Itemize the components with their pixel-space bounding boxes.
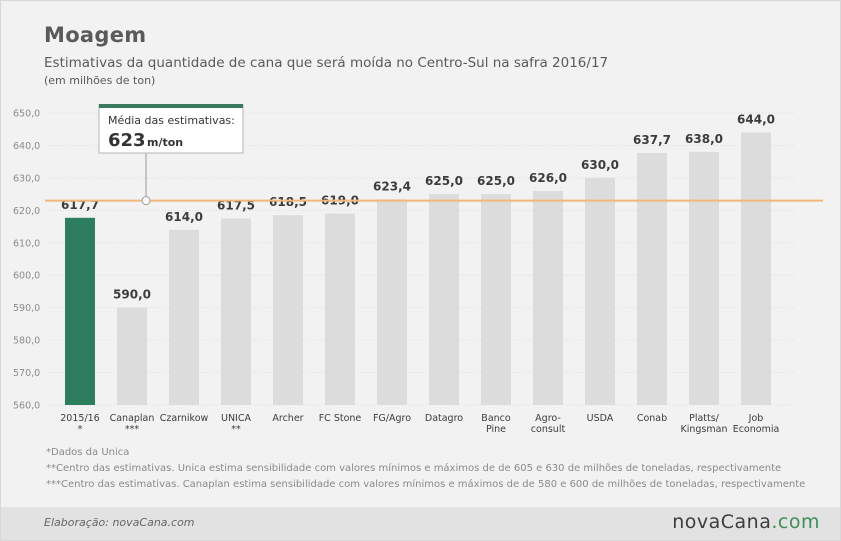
data-label: 625,0 <box>425 174 463 188</box>
y-tick-label: 600,0 <box>13 271 40 282</box>
x-tick-label: FC Stone <box>319 413 362 424</box>
x-tick-label: Banco <box>481 413 511 424</box>
x-tick-label: Platts/ <box>689 413 720 424</box>
y-tick-label: 580,0 <box>13 336 40 347</box>
bar <box>65 217 95 405</box>
x-tick-label: Pine <box>486 424 506 435</box>
y-tick-label: 630,0 <box>13 173 40 184</box>
x-tick-label: UNICA <box>221 413 251 424</box>
x-tick-label: Agro- <box>535 413 561 424</box>
callout-box <box>98 104 244 154</box>
footnote-1: *Dados da Unica <box>46 447 130 458</box>
brand-name: novaCana <box>672 511 772 533</box>
brand-suffix: .com <box>771 511 820 533</box>
x-tick-label: ** <box>231 424 241 435</box>
bar <box>429 194 459 405</box>
bar-chart: 560,0 570,0 580,0 590,0 600,0 610,0 620,0 630,0… <box>13 104 823 435</box>
data-label: 637,7 <box>633 133 671 147</box>
x-tick-label: *** <box>125 424 140 435</box>
x-tick-label: Economia <box>733 424 780 435</box>
bar <box>117 307 147 405</box>
x-tick-label: Job <box>748 413 764 424</box>
callout-unit: m/ton <box>147 136 183 149</box>
footer-bar: Elaboração: novaCana.com novaCana.com <box>1 507 840 540</box>
callout-value: 623 <box>108 130 146 151</box>
chart-subtitle: Estimativas da quantidade de cana que se… <box>44 55 609 71</box>
bar <box>585 177 615 405</box>
footnotes: *Dados da Unica **Centro das estimativas… <box>46 445 805 493</box>
x-tick-label: consult <box>531 424 566 435</box>
y-tick-label: 590,0 <box>13 303 40 314</box>
y-tick-label: 640,0 <box>13 141 40 152</box>
y-tick-label: 620,0 <box>13 206 40 217</box>
bar <box>637 152 667 405</box>
data-label: 617,5 <box>217 198 255 212</box>
x-tick-label: Canaplan <box>110 413 155 424</box>
callout-accent <box>99 104 243 108</box>
x-tick-label: Kingsman <box>681 424 728 435</box>
y-tick-label: 570,0 <box>13 368 40 379</box>
bar <box>481 194 511 405</box>
footnote-3: ***Centro das estimativas. Canaplan esti… <box>46 479 806 490</box>
y-tick-label: 650,0 <box>13 109 40 120</box>
y-tick-label: 560,0 <box>13 401 40 412</box>
x-tick-label: * <box>78 424 83 435</box>
unit-label: (em milhões de ton) <box>44 74 156 87</box>
data-label: 644,0 <box>737 112 775 126</box>
bar <box>273 215 303 405</box>
data-label: 626,0 <box>529 171 567 185</box>
y-tick-label: 610,0 <box>13 238 40 249</box>
x-tick-label: 2015/16 <box>60 413 99 424</box>
data-label: 614,0 <box>165 210 203 224</box>
callout-label: Média das estimativas: <box>108 114 235 127</box>
x-tick-label: Czarnikow <box>160 413 209 424</box>
data-label: 625,0 <box>477 174 515 188</box>
footnote-2: **Centro das estimativas. Unica estima s… <box>46 463 782 474</box>
bar <box>325 213 355 405</box>
bar <box>221 218 251 405</box>
bar <box>169 229 199 405</box>
x-tick-label: Archer <box>272 413 303 424</box>
x-tick-label: Datagro <box>425 413 463 424</box>
data-label: 638,0 <box>685 132 723 146</box>
x-tick-label: Conab <box>637 413 667 424</box>
x-tick-label: FG/Agro <box>373 413 411 424</box>
credit-text: Elaboração: novaCana.com <box>44 516 195 529</box>
data-label: 623,4 <box>373 179 411 193</box>
chart-title: Moagem <box>44 23 147 47</box>
average-marker <box>141 196 151 206</box>
data-label: 590,0 <box>113 288 151 302</box>
bar <box>533 190 563 405</box>
data-label: 618,5 <box>269 195 307 209</box>
x-tick-label: USDA <box>587 413 614 424</box>
bar <box>689 151 719 405</box>
brand-logo[interactable]: novaCana.com <box>672 511 820 533</box>
bar <box>741 132 771 405</box>
bar <box>377 199 407 405</box>
data-label: 630,0 <box>581 158 619 172</box>
